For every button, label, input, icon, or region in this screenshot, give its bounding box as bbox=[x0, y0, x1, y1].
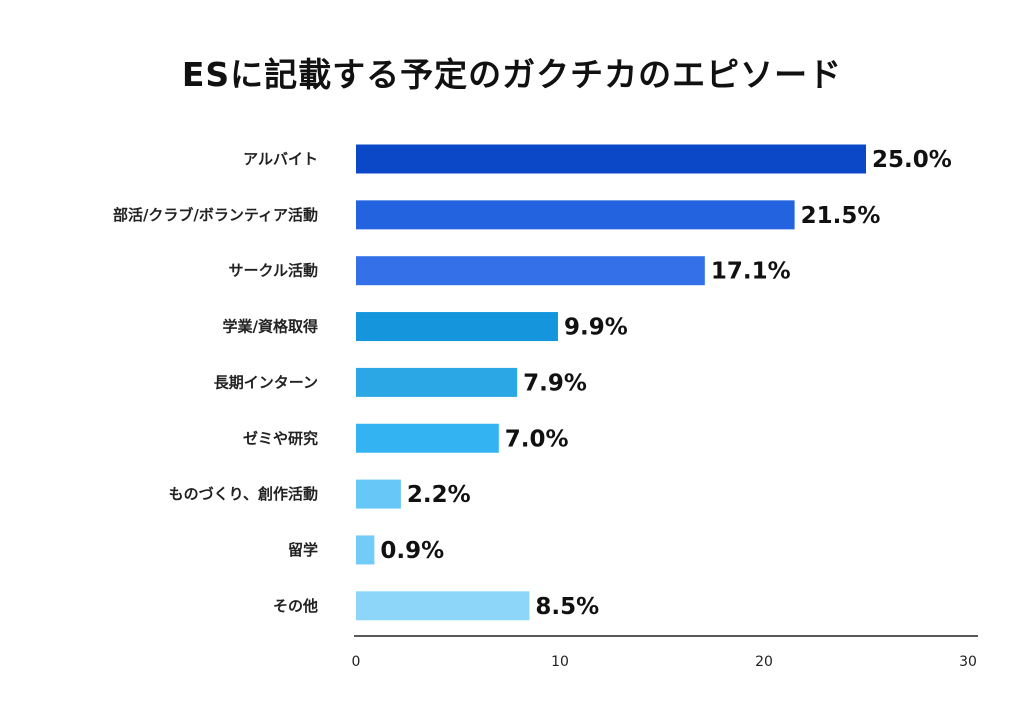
value-label: 7.9% bbox=[523, 370, 587, 396]
category-label: 長期インターン bbox=[214, 373, 318, 391]
bar bbox=[356, 144, 866, 174]
x-axis: 0 10 20 30 bbox=[352, 635, 978, 670]
value-label: 21.5% bbox=[801, 203, 881, 229]
category-label: その他 bbox=[273, 597, 318, 615]
bar bbox=[356, 591, 530, 621]
x-tick-label: 20 bbox=[755, 654, 773, 670]
value-label: 0.9% bbox=[380, 538, 444, 564]
bar bbox=[356, 367, 518, 397]
category-label: ゼミや研究 bbox=[243, 429, 318, 447]
x-tick-label: 0 bbox=[352, 654, 361, 670]
category-label: サークル活動 bbox=[228, 262, 318, 280]
value-label: 25.0% bbox=[872, 147, 952, 173]
bar bbox=[356, 312, 558, 342]
category-label: ものづくり、創作活動 bbox=[169, 485, 318, 503]
bar bbox=[356, 256, 705, 286]
category-label: 留学 bbox=[288, 541, 318, 559]
category-label: アルバイト bbox=[243, 150, 318, 168]
bar bbox=[356, 200, 795, 230]
value-label: 17.1% bbox=[711, 259, 791, 285]
chart-title: ESに記載する予定のガクチカのエピソード bbox=[181, 55, 843, 94]
value-label: 2.2% bbox=[407, 482, 471, 508]
category-label: 学業/資格取得 bbox=[223, 318, 318, 336]
value-label: 9.9% bbox=[564, 315, 628, 341]
x-tick-label: 10 bbox=[551, 654, 569, 670]
bar bbox=[356, 423, 499, 453]
value-label: 8.5% bbox=[535, 594, 599, 620]
x-tick-label: 30 bbox=[959, 654, 977, 670]
bar bbox=[356, 535, 375, 565]
bar bbox=[356, 479, 401, 509]
value-label: 7.0% bbox=[505, 426, 569, 452]
category-label: 部活/クラブ/ボランティア活動 bbox=[113, 206, 318, 224]
bars-layer: アルバイト 25.0% 部活/クラブ/ボランティア活動 21.5% サークル活動 17.1… bbox=[113, 144, 952, 621]
